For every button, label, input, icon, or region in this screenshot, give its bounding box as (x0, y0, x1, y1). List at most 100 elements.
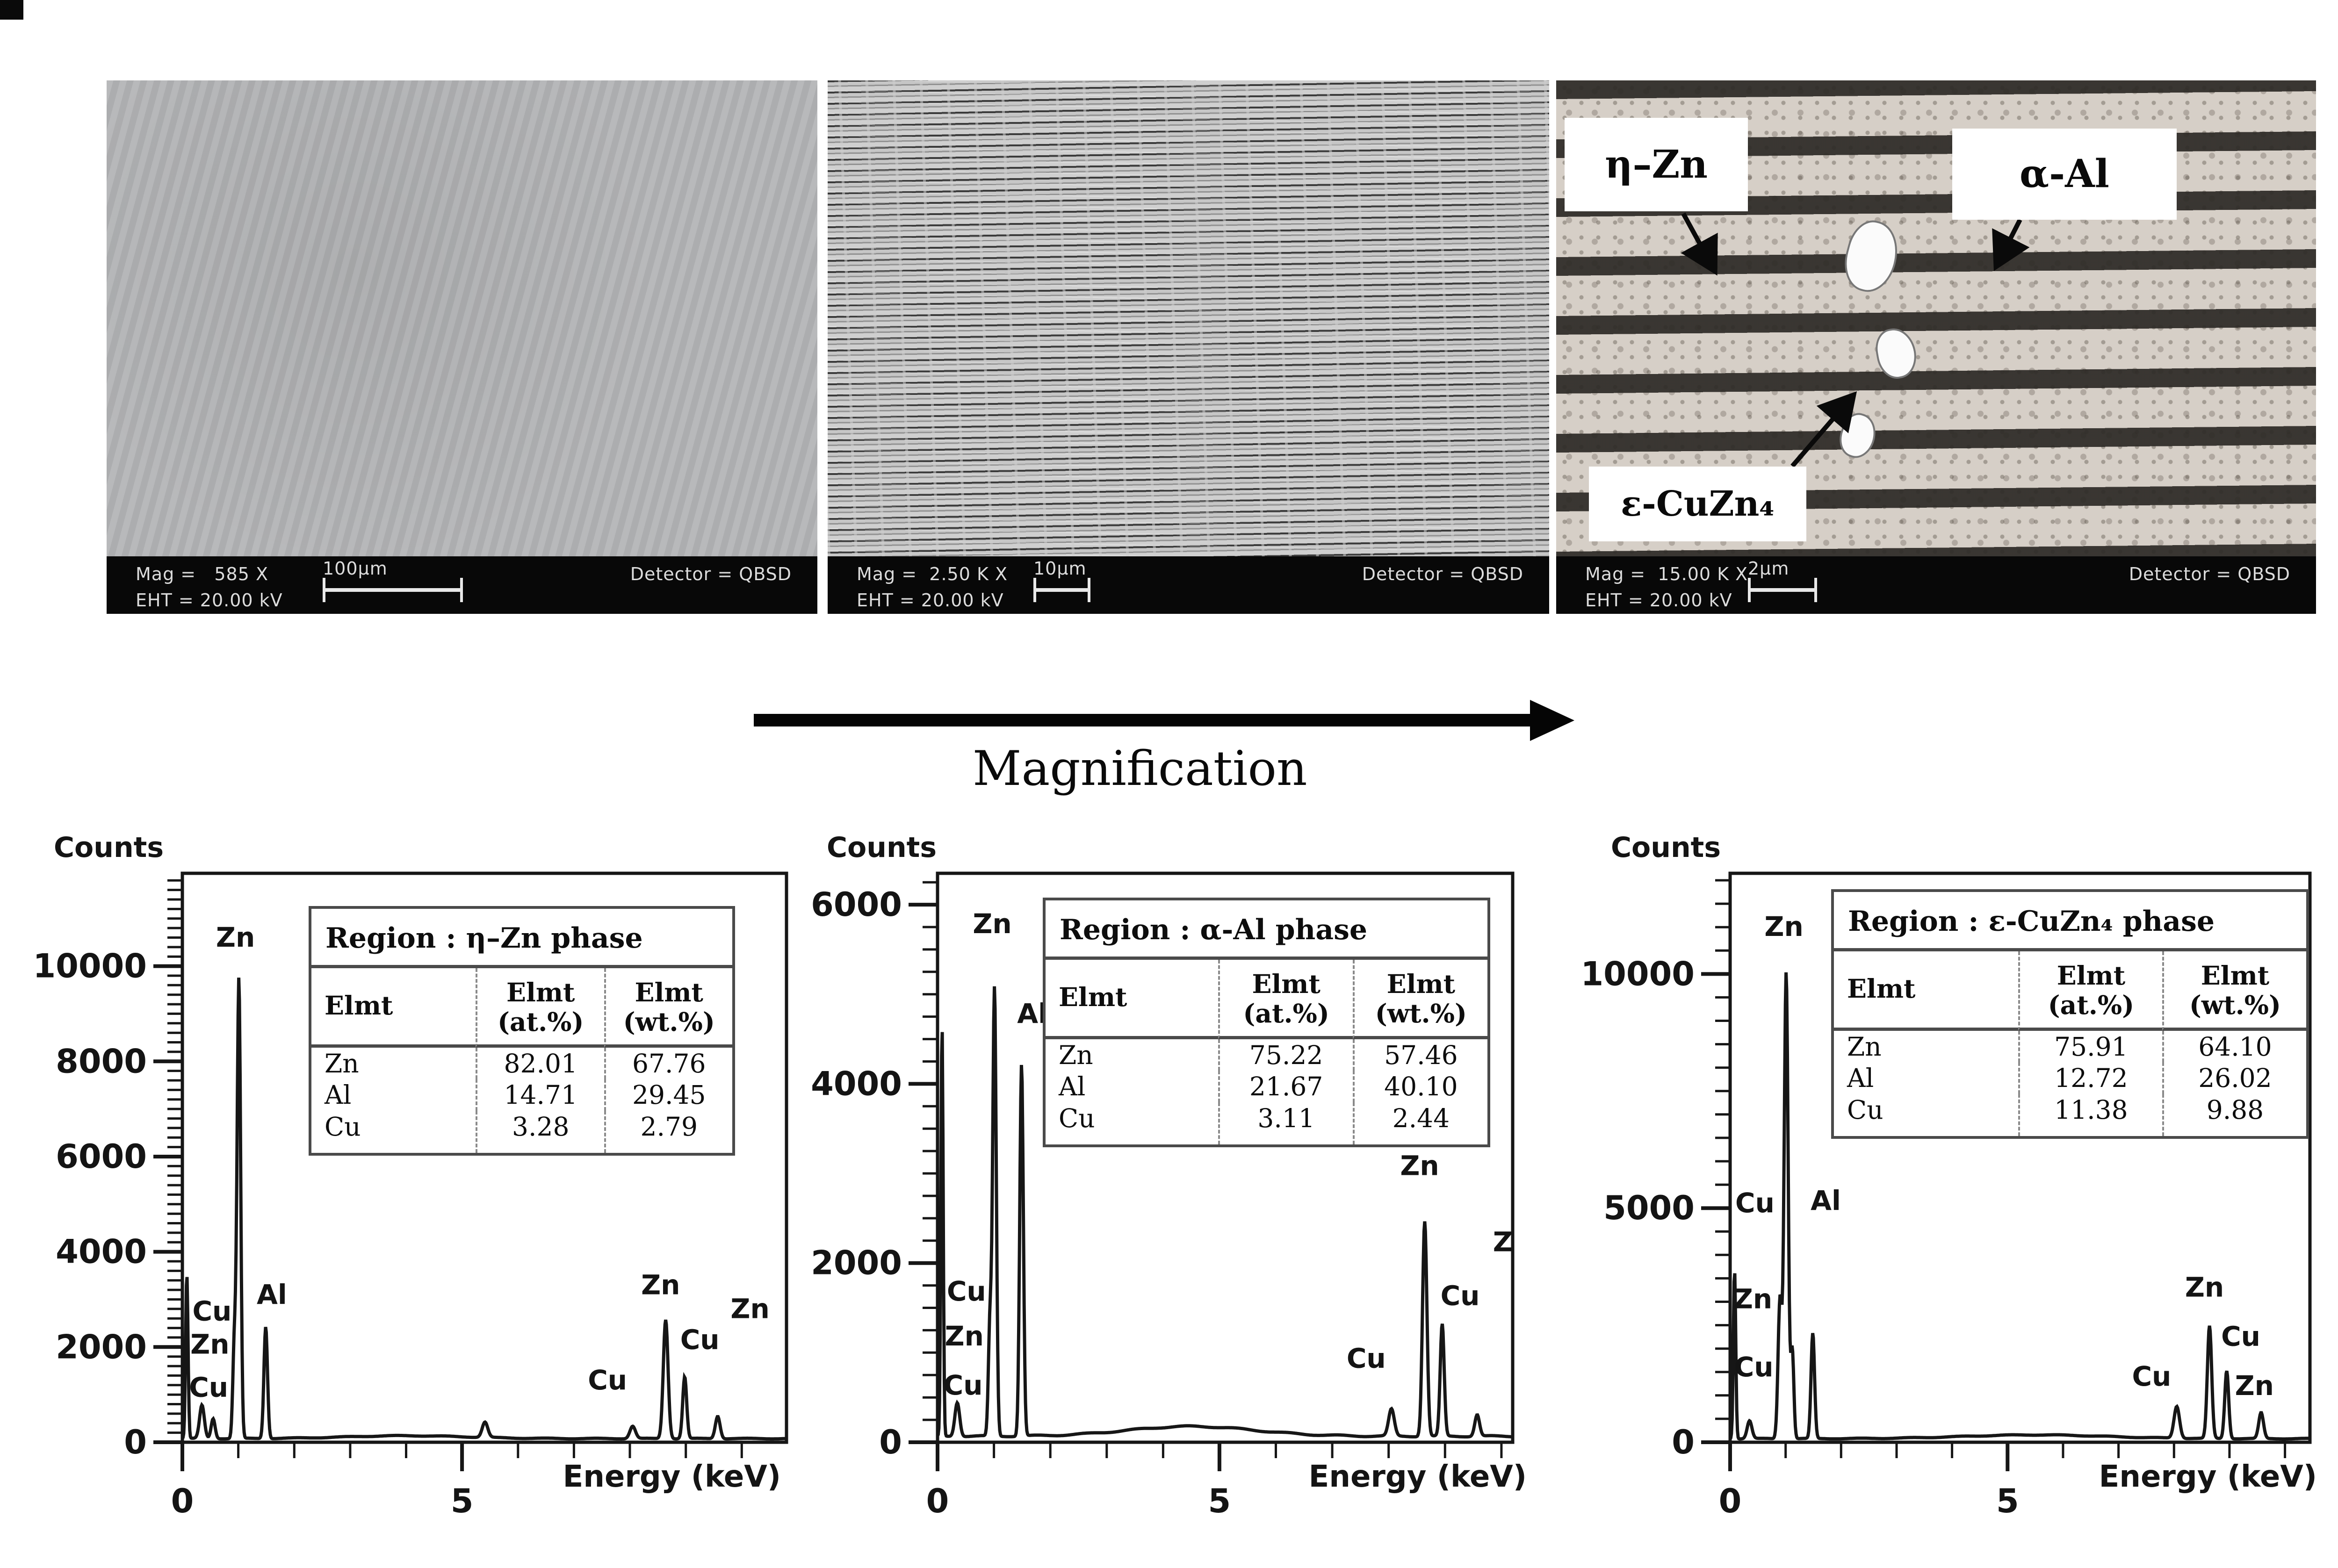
peak-label-cu: Cu (2221, 1321, 2260, 1352)
composition-table-eta-zn: Region : η–Zn phase Elmt Elmt (at.%) Elmt… (309, 906, 735, 1156)
peak-label-cu: Cu (192, 1295, 231, 1327)
table-cell: Zn (1059, 1040, 1093, 1070)
table-cell: Zn (325, 1048, 359, 1079)
plot-border (936, 871, 1515, 1444)
alpha-al-arrow (1992, 218, 2030, 271)
y-tick-label: 0 (1672, 1423, 1695, 1461)
x-axis-title-energy: Energy (keV) (563, 1460, 781, 1494)
magnification-arrow (754, 714, 1530, 726)
magnification-caption: Magnification (973, 741, 1307, 797)
sem-panel-mid-mag: Mag = 2.50 K X EHT = 20.00 kV 10µm Detec… (828, 80, 1549, 614)
table-cell: 14.71 (476, 1079, 604, 1111)
detector-readout: Detector = QBSD (630, 564, 792, 584)
scalebar-tick-left (1748, 578, 1751, 602)
table-cell: 57.46 (1352, 1039, 1487, 1071)
peak-label-cu: Cu (1735, 1187, 1775, 1219)
y-tick-label: 10000 (33, 947, 147, 985)
x-tick-label: 0 (926, 1482, 949, 1520)
peak-label-zn: Zn (1493, 1226, 1520, 1258)
y-tick-label: 6000 (811, 885, 902, 924)
y-tick-label: 10000 (1580, 955, 1695, 993)
x-axis-title-energy: Energy (keV) (1308, 1460, 1527, 1494)
peak-label-cu: Cu (944, 1369, 983, 1401)
scalebar-label: 10µm (1033, 558, 1087, 579)
mag-readout: Mag = 585 X (136, 564, 268, 584)
scalebar (323, 588, 463, 592)
peak-label-zn: Zn (973, 908, 1011, 940)
y-tick-label: 5000 (1603, 1189, 1695, 1227)
x-tick-label: 5 (1996, 1482, 2019, 1520)
peak-label-zn: Zn (1400, 1150, 1439, 1182)
col-header-wt-pct: Elmt (wt.%) (2162, 951, 2306, 1031)
table-cell: 2.44 (1352, 1102, 1487, 1144)
peak-label-zn: Zn (1733, 1283, 1772, 1315)
scalebar-tick-right (460, 578, 463, 602)
table-cell: 26.02 (2162, 1062, 2306, 1094)
col-header-at-pct: Elmt (at.%) (1218, 960, 1353, 1039)
col-header-elmt: Elmt (1046, 960, 1218, 1039)
sem-micrograph-mid-mag (828, 80, 1549, 556)
epsilon-cuzn4-label: ε-CuZn₄ (1589, 467, 1806, 541)
y-axis-title-counts: Counts (54, 831, 164, 864)
table-cell: 29.45 (604, 1079, 733, 1111)
table-cell: Al (1847, 1063, 1874, 1093)
y-axis-ticks: 0 5000 10000 (1580, 879, 1730, 1461)
table-cell: Zn (1847, 1031, 1882, 1062)
sem-micrograph-high-mag: η–Zn α-Al ε-CuZn₄ (1556, 80, 2316, 556)
sem-panel-low-mag: Mag = 585 X EHT = 20.00 kV 100µm Detecto… (107, 80, 817, 614)
peak-label-zn: Zn (641, 1269, 680, 1301)
table-cell: 11.38 (2018, 1094, 2162, 1136)
eht-readout: EHT = 20.00 kV (136, 590, 283, 611)
y-axis-ticks: 0 2000 4000 6000 8000 10000 (33, 879, 182, 1461)
table-cell: 21.67 (1218, 1071, 1353, 1102)
y-tick-label: 2000 (56, 1328, 147, 1366)
table-cell: Cu (325, 1112, 361, 1142)
y-tick-label: 4000 (811, 1065, 902, 1103)
peak-label-zn: Zn (945, 1320, 984, 1352)
col-header-elmt: Elmt (1834, 951, 2018, 1031)
peak-label-zn: Zn (2235, 1370, 2274, 1402)
scalebar-tick-right (1814, 578, 1817, 602)
y-axis-title-counts: Counts (1611, 831, 1721, 864)
scalebar (1033, 588, 1090, 592)
y-tick-label: 0 (124, 1423, 147, 1461)
y-tick-label: 2000 (811, 1244, 902, 1282)
peak-label-al: Al (1811, 1185, 1841, 1216)
sem-panel-high-mag: η–Zn α-Al ε-CuZn₄ Mag = 15.00 K X EHT = … (1556, 80, 2316, 614)
composition-table-epsilon-cuzn4: Region : ε-CuZn₄ phase Elmt Elmt (at.%) E… (1831, 889, 2309, 1139)
table-cell: Al (1059, 1072, 1086, 1102)
alpha-al-label: α-Al (1952, 129, 2177, 220)
magnification-arrow-head (1530, 700, 1574, 741)
sem-micrograph-low-mag (107, 80, 817, 556)
y-axis-ticks: 0 2000 4000 6000 (811, 881, 938, 1461)
x-tick-label: 0 (171, 1482, 194, 1520)
table-cell: 75.91 (2018, 1030, 2162, 1063)
peak-label-zn: Zn (2185, 1272, 2224, 1303)
peak-label-al: Al (1017, 998, 1047, 1029)
table-cell: 40.10 (1352, 1071, 1487, 1102)
peak-label-cu: Cu (1734, 1351, 1774, 1383)
y-axis-title-counts: Counts (827, 831, 937, 864)
peak-label-zn: Zn (730, 1293, 769, 1324)
table-cell: 64.10 (2162, 1030, 2306, 1063)
eta-zn-label: η–Zn (1565, 118, 1748, 211)
spectrum-area: ZnAlCuZnCuCuZnCuZn (938, 908, 1520, 1439)
detector-readout: Detector = QBSD (2129, 564, 2290, 584)
scalebar-tick-right (1088, 578, 1090, 602)
y-tick-label: 4000 (56, 1233, 147, 1271)
col-header-at-pct: Elmt (at.%) (476, 968, 604, 1048)
eds-spectrum-eta-zn-phase: ZnCuZnCuAlCuZnCuZn0200040006000800010000… (33, 871, 788, 1520)
table-cell: Al (325, 1080, 352, 1110)
eht-readout: EHT = 20.00 kV (857, 590, 1004, 611)
annotation-arrows (1681, 212, 2030, 468)
sem-info-bar: Mag = 585 X EHT = 20.00 kV 100µm Detecto… (107, 556, 817, 614)
mag-readout: Mag = 2.50 K X (857, 564, 1008, 584)
peak-label-cu: Cu (1347, 1343, 1386, 1374)
spectrum-curve (182, 978, 787, 1441)
peak-label-cu: Cu (680, 1324, 720, 1356)
